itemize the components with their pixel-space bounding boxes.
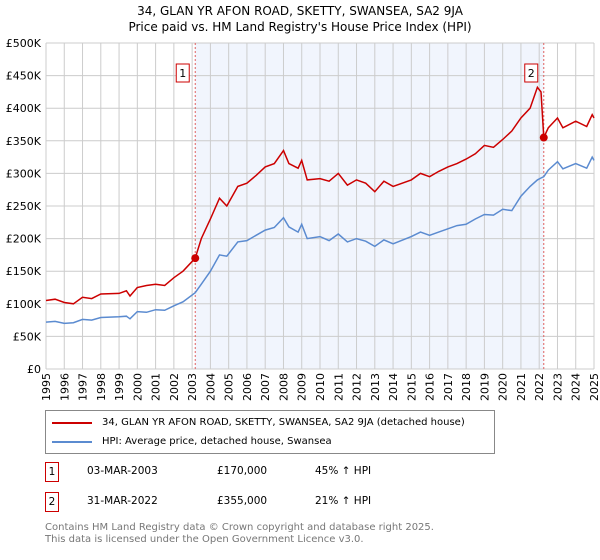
x-tick-label: 2010 (314, 373, 327, 401)
x-tick-label: 2008 (277, 373, 290, 401)
y-tick-label: £250K (6, 200, 42, 213)
chart-title: 34, GLAN YR AFON ROAD, SKETTY, SWANSEA, … (137, 4, 463, 18)
annotation-box (524, 63, 539, 83)
y-tick-label: £450K (6, 70, 42, 83)
legend-item-hpi: HPI: Average price, detached house, Swan… (52, 435, 332, 448)
sale-point (539, 133, 548, 142)
x-tick-label: 2013 (369, 373, 382, 401)
transaction-marker: 1 (45, 462, 59, 482)
annotation-label: 2 (528, 67, 535, 80)
price-line (45, 85, 595, 305)
x-tick-label: 1998 (95, 373, 108, 401)
x-tick-label: 2000 (131, 373, 144, 401)
x-tick-label: 2002 (168, 373, 181, 401)
x-tick-label: 2004 (204, 373, 217, 401)
transaction-date: 03-MAR-2003 (87, 465, 158, 477)
footer-line: Contains HM Land Registry data © Crown c… (45, 522, 434, 533)
legend-swatch-blue (52, 440, 92, 443)
transaction-price: £170,000 (217, 465, 268, 477)
annotation-box (175, 63, 190, 83)
sale-point (191, 254, 200, 263)
legend-label: HPI: Average price, detached house, Swan… (102, 436, 332, 447)
x-tick-label: 2012 (351, 373, 364, 401)
transaction-marker: 2 (45, 492, 59, 512)
x-tick-label: 2021 (515, 373, 528, 401)
y-tick-label: £100K (6, 298, 42, 311)
x-tick-label: 2005 (223, 373, 236, 401)
x-tick-label: 2001 (150, 373, 163, 401)
x-tick-label: 2022 (533, 373, 546, 401)
x-tick-label: 2014 (387, 373, 400, 401)
y-tick-label: £200K (6, 233, 42, 246)
x-tick-label: 2024 (570, 373, 583, 401)
y-tick-label: £500K (6, 37, 42, 50)
legend-item-property: 34, GLAN YR AFON ROAD, SKETTY, SWANSEA, … (52, 416, 465, 429)
transaction-hpi: 45% ↑ HPI (315, 465, 372, 477)
x-tick-label: 2011 (332, 373, 345, 401)
footer: Contains HM Land Registry data © Crown c… (45, 522, 434, 546)
x-tick-label: 2015 (405, 373, 418, 401)
chart-subtitle: Price paid vs. HM Land Registry's House … (128, 20, 472, 34)
x-tick-label: 2025 (588, 373, 600, 401)
y-tick-label: £400K (6, 102, 42, 115)
x-tick-label: 2019 (478, 373, 491, 401)
transaction-price: £355,000 (217, 495, 268, 507)
legend-swatch-red (52, 421, 92, 424)
y-tick-label: £0 (27, 363, 41, 376)
hpi-line (45, 155, 595, 325)
x-tick-label: 1996 (58, 373, 71, 401)
x-tick-label: 2017 (442, 373, 455, 401)
x-tick-label: 2006 (241, 373, 254, 401)
transaction-date: 31-MAR-2022 (87, 495, 158, 507)
x-tick-label: 2023 (551, 373, 564, 401)
x-tick-label: 2018 (460, 373, 473, 401)
x-tick-label: 1997 (77, 373, 90, 401)
plot-area: £0 £50K £100K £150K £200K £250K £300K £350K £400… (6, 37, 600, 401)
x-tick-label: 2007 (259, 373, 272, 401)
y-tick-label: £50K (13, 330, 42, 343)
x-tick-label: 2003 (186, 373, 199, 401)
transaction-hpi: 21% ↑ HPI (315, 495, 372, 507)
x-tick-label: 1999 (113, 373, 126, 401)
y-tick-label: £350K (6, 135, 42, 148)
y-tick-label: £150K (6, 265, 42, 278)
x-tick-label: 2016 (424, 373, 437, 401)
x-tick-label: 1995 (40, 373, 53, 401)
annotation-label: 1 (179, 67, 186, 80)
x-tick-label: 2009 (296, 373, 309, 401)
legend: 34, GLAN YR AFON ROAD, SKETTY, SWANSEA, … (45, 410, 495, 454)
y-tick-label: £300K (6, 167, 42, 180)
legend-label: 34, GLAN YR AFON ROAD, SKETTY, SWANSEA, … (102, 417, 465, 428)
x-tick-label: 2020 (497, 373, 510, 401)
footer-line: This data is licensed under the Open Gov… (45, 534, 364, 545)
